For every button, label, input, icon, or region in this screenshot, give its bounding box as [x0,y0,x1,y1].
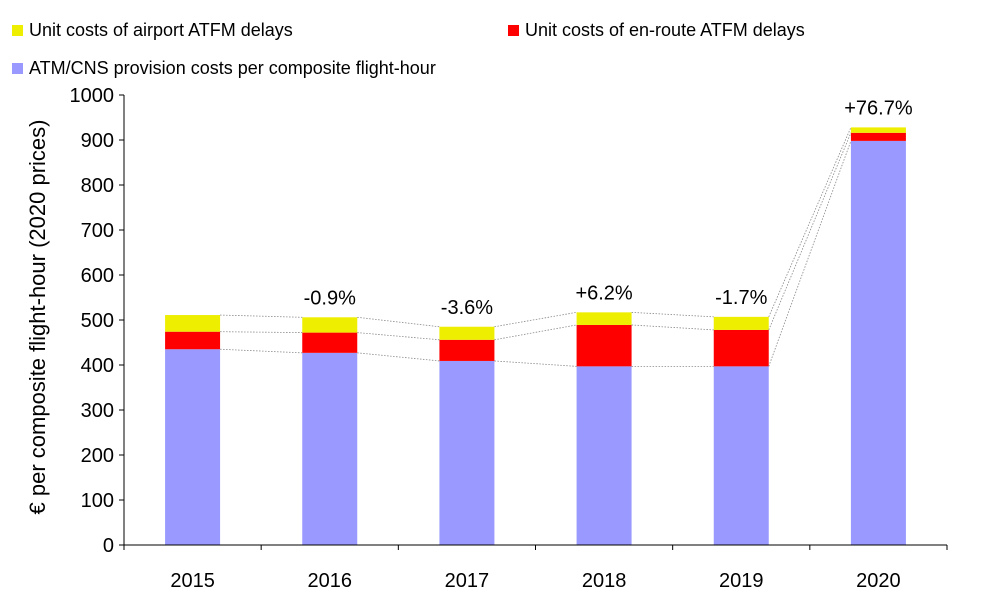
bar-segment-2020-series-0 [850,140,906,545]
bar-segment-2016-series-1 [302,332,358,353]
bar-segment-2020-series-2 [850,127,906,133]
y-tick-label-700: 700 [81,220,114,242]
y-tick-label-900: 900 [81,130,114,152]
connector-line-2016-2 [357,316,440,328]
connector-line-2016-0 [357,352,440,362]
connector-line-2015-0 [220,348,303,354]
bar-segment-2017-series-1 [439,339,495,361]
connector-line-2015-1 [220,331,303,333]
connector-line-2019-1 [768,132,852,331]
x-tick-label-2019: 2019 [719,570,764,592]
x-tick-label-2018: 2018 [582,570,627,592]
bar-segment-2019-series-1 [713,329,769,367]
bar-segment-2018-series-1 [576,324,632,367]
x-tick-label-2015: 2015 [170,570,215,592]
bar-segment-2016-series-0 [302,352,358,545]
connector-line-2019-0 [768,140,852,367]
connector-line-2017-0 [494,360,577,367]
x-tick-label-2016: 2016 [308,570,353,592]
connector-line-2018-2 [631,311,714,318]
y-tick-label-500: 500 [81,310,114,332]
bar-segment-2019-series-2 [713,316,769,330]
change-annotation-2019: -1.7% [715,287,767,309]
bar-segment-2018-series-0 [576,366,632,545]
y-tick-label-800: 800 [81,175,114,197]
connector-line-2018-1 [631,324,714,331]
legend-swatch-atm-cns [12,62,23,74]
legend-label-airport: Unit costs of airport ATFM delays [29,19,293,40]
y-tick-label-1000: 1000 [70,85,115,107]
legend-swatch-airport [12,24,23,36]
connector-line-2017-1 [494,324,577,341]
y-tick-label-600: 600 [81,265,114,287]
bar-segment-2020-series-1 [850,132,906,141]
change-annotation-2020: +76.7% [844,97,913,119]
legend-label-enroute: Unit costs of en-route ATFM delays [525,19,805,40]
bar-segment-2018-series-2 [576,312,632,325]
bar-segment-2017-series-0 [439,360,495,545]
bar-segment-2015-series-1 [165,331,221,350]
connector-line-2016-1 [357,332,440,341]
change-annotation-2017: -3.6% [441,297,493,319]
bar-segment-2019-series-0 [713,366,769,545]
change-annotation-2016: -0.9% [304,287,356,309]
legend-swatch-enroute [508,24,519,36]
connector-line-2017-2 [494,311,577,328]
y-tick-label-300: 300 [81,400,114,422]
y-tick-label-100: 100 [81,490,114,512]
x-tick-label-2017: 2017 [445,570,490,592]
legend-item-atm-cns: ATM/CNS provision costs per composite fl… [12,58,436,78]
x-tick-label-2020: 2020 [856,570,901,592]
y-tick-label-0: 0 [103,535,114,557]
connector-line-2019-2 [768,127,852,318]
y-tick-label-200: 200 [81,445,114,467]
connector-line-2015-2 [220,314,303,318]
bar-segment-2015-series-2 [165,315,221,332]
legend-item-enroute: Unit costs of en-route ATFM delays [508,20,805,40]
bar-segment-2016-series-2 [302,317,358,333]
legend-item-airport: Unit costs of airport ATFM delays [12,20,293,40]
bar-segment-2015-series-0 [165,349,221,545]
legend-label-atm-cns: ATM/CNS provision costs per composite fl… [29,57,436,78]
change-annotation-2018: +6.2% [575,282,632,304]
y-tick-label-400: 400 [81,355,114,377]
y-axis-label: € per composite flight-hour (2020 prices… [25,120,50,515]
bar-segment-2017-series-2 [439,326,495,340]
